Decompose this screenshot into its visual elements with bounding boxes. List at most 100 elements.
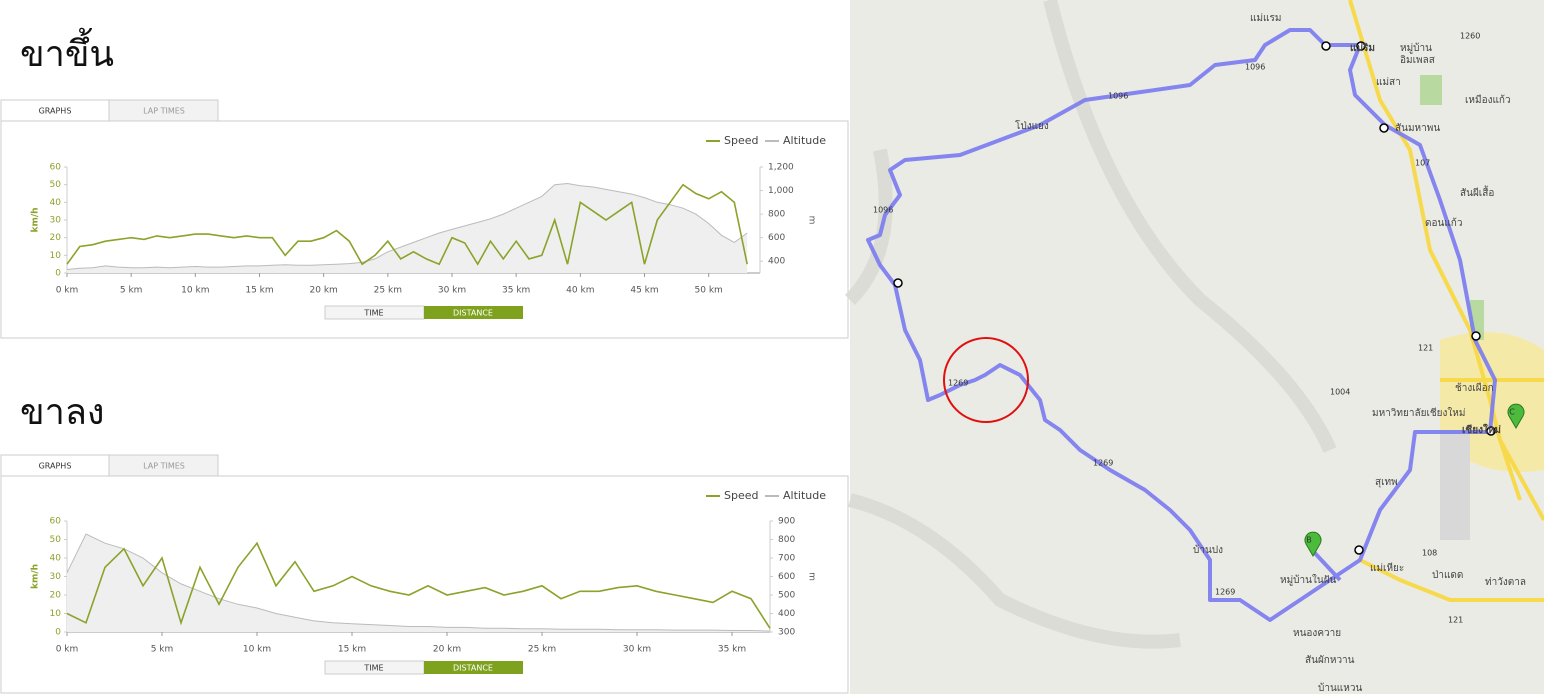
marker-b[interactable] xyxy=(1304,531,1322,557)
x-tick-label: 35 km xyxy=(502,286,530,296)
map-label: หนองควาย xyxy=(1293,628,1341,639)
y2-tick-label: 400 xyxy=(768,257,785,267)
x-tick-label: 5 km xyxy=(151,645,174,655)
airport xyxy=(1440,430,1470,540)
tab-label[interactable]: GRAPHS xyxy=(39,107,72,116)
tab-label[interactable]: GRAPHS xyxy=(39,462,72,471)
road-label: 1260 xyxy=(1460,32,1480,41)
y-tick-label: 0 xyxy=(55,269,61,279)
marker-label: C xyxy=(1509,408,1515,417)
map-label: โป่งแยง xyxy=(1015,119,1049,132)
series-line xyxy=(66,182,748,270)
y2-tick-label: 900 xyxy=(778,517,795,527)
y2-tick-label: 400 xyxy=(778,609,795,619)
toggle-label[interactable]: DISTANCE xyxy=(453,664,493,673)
y-tick-label: 30 xyxy=(50,572,62,582)
y-tick-label: 40 xyxy=(50,554,62,564)
road-label: 1269 xyxy=(1215,588,1235,597)
map-label: เหมืองแก้ว xyxy=(1465,94,1511,106)
park xyxy=(1420,75,1442,105)
y2-tick-label: 700 xyxy=(778,554,795,564)
waypoint[interactable] xyxy=(1356,41,1366,51)
toggle-active[interactable] xyxy=(424,306,523,319)
y2-tick-label: 1,000 xyxy=(768,186,794,196)
area xyxy=(67,534,770,632)
waypoint[interactable] xyxy=(893,278,903,288)
x-tick-label: 10 km xyxy=(181,286,209,296)
x-tick-label: 30 km xyxy=(623,645,651,655)
area xyxy=(67,183,748,273)
toggle-label[interactable]: TIME xyxy=(363,309,383,318)
tab-label[interactable]: LAP TIMES xyxy=(143,107,185,116)
x-tick-label: 0 km xyxy=(56,645,79,655)
map-label: อิมเพลส xyxy=(1400,55,1435,66)
y2-axis-title: m xyxy=(807,216,817,225)
y2-tick-label: 300 xyxy=(778,628,795,638)
y-axis-title: km/h xyxy=(31,564,41,589)
terrain xyxy=(844,0,1337,649)
map-background xyxy=(850,0,1544,694)
map-label: บ้านปง xyxy=(1193,544,1223,556)
legend-label: Altitude xyxy=(783,489,826,502)
tab-label[interactable]: LAP TIMES xyxy=(143,462,185,471)
map-label: ดอนแก้ว xyxy=(1425,217,1462,229)
road-label: 1096 xyxy=(873,206,893,215)
map-label: สันมหาพน xyxy=(1395,123,1440,134)
y-tick-label: 60 xyxy=(50,163,62,173)
road-label: 1004 xyxy=(1330,388,1350,397)
y-tick-label: 20 xyxy=(50,591,62,601)
y-tick-label: 30 xyxy=(50,216,62,226)
map-label: สุเทพ xyxy=(1375,477,1398,488)
toggle-label[interactable]: DISTANCE xyxy=(453,309,493,318)
map-label: หมู่บ้านในฝัน xyxy=(1280,574,1337,586)
y2-tick-label: 600 xyxy=(778,572,795,582)
road-label: 121 xyxy=(1448,616,1463,625)
road-label: 1269 xyxy=(1093,459,1113,468)
series-line xyxy=(66,541,771,629)
y-tick-label: 50 xyxy=(50,535,62,545)
marker-c[interactable] xyxy=(1507,403,1525,429)
y-tick-label: 60 xyxy=(50,517,62,527)
y-tick-label: 50 xyxy=(50,180,62,190)
waypoint[interactable] xyxy=(1486,426,1496,436)
y-axis-title: km/h xyxy=(31,207,41,232)
toggle-label[interactable]: TIME xyxy=(363,664,383,673)
x-tick-label: 20 km xyxy=(310,286,338,296)
map-label: เชียงใหม่ xyxy=(1462,423,1501,436)
map-label: ท่าวังตาล xyxy=(1485,577,1526,588)
road-label: 108 xyxy=(1422,549,1437,558)
map-label: ป่าแดด xyxy=(1432,570,1463,581)
waypoint[interactable] xyxy=(1354,545,1364,555)
map-label: แม่ริม xyxy=(1350,42,1375,54)
series-line xyxy=(66,533,771,632)
toggle-active[interactable] xyxy=(424,661,523,674)
map-label: ช้างเผือก xyxy=(1455,382,1494,394)
y-tick-label: 0 xyxy=(55,628,61,638)
map[interactable]: แม่แรม แม่ริม หมู่บ้าน อิมเพลส แม่สา เหม… xyxy=(844,0,1544,694)
map-label: สันผักหวาน xyxy=(1305,655,1355,666)
route xyxy=(866,28,1497,622)
waypoint[interactable] xyxy=(1471,331,1481,341)
x-tick-label: 15 km xyxy=(338,645,366,655)
y2-tick-label: 600 xyxy=(768,233,785,243)
x-tick-label: 40 km xyxy=(566,286,594,296)
road-label: 1096 xyxy=(1245,63,1265,72)
chart-box xyxy=(0,120,849,339)
map-label: บ้านแหวน xyxy=(1318,682,1362,694)
x-tick-label: 25 km xyxy=(528,645,556,655)
x-tick-label: 35 km xyxy=(718,645,746,655)
road-label: 121 xyxy=(1418,344,1433,353)
y-tick-label: 10 xyxy=(50,609,62,619)
map-label: แม่เหียะ xyxy=(1370,562,1404,574)
heading: ขาลง xyxy=(20,392,104,433)
x-tick-label: 15 km xyxy=(245,286,273,296)
waypoint[interactable] xyxy=(1379,123,1389,133)
road-label: 1096 xyxy=(1108,92,1128,101)
map-labels: แม่แรม แม่ริม หมู่บ้าน อิมเพลส แม่สา เหม… xyxy=(873,13,1526,694)
series-line xyxy=(66,183,748,266)
y-tick-label: 10 xyxy=(50,251,62,261)
map-label: แม่สา xyxy=(1376,77,1401,88)
heading: ขาขึ้น xyxy=(20,27,114,75)
waypoint[interactable] xyxy=(1321,41,1331,51)
